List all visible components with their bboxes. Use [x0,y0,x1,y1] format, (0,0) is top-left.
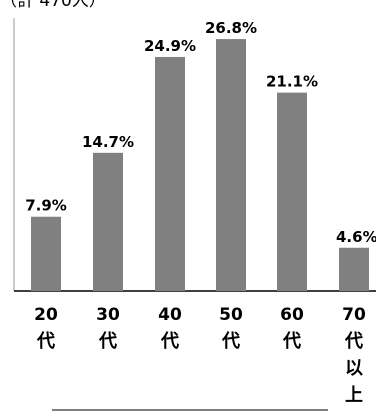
bar-5 [277,92,307,291]
category-label-3-line-1: 40 [158,305,182,325]
bar-4 [216,39,246,291]
category-label-6-line-2: 代 [344,331,363,352]
value-label-2: 14.7% [82,133,134,151]
bar-2 [93,152,123,291]
value-label-4: 26.8% [205,19,257,37]
category-label-6-line-4: 上 [345,385,363,406]
category-label-2-line-2: 代 [98,331,117,352]
bar-1 [31,216,61,291]
category-label-2-line-1: 30 [96,305,120,325]
chart-title: （計 470人） [0,0,106,11]
category-label-5-line-2: 代 [282,331,301,352]
category-label-1-line-2: 代 [36,331,55,352]
category-label-4-line-1: 50 [219,305,243,325]
bar-3 [155,56,185,291]
value-label-3: 24.9% [144,37,196,55]
value-label-6: 4.6% [336,228,376,246]
category-label-5-line-1: 60 [280,305,304,325]
bar-6 [339,247,369,291]
category-label-4-line-2: 代 [221,331,240,352]
category-label-1-line-1: 20 [34,305,58,325]
value-label-1: 7.9% [25,197,67,215]
value-label-5: 21.1% [266,73,318,91]
category-label-6-line-3: 以 [345,358,363,379]
category-label-3-line-2: 代 [160,331,179,352]
category-label-6-line-1: 70 [342,305,366,325]
